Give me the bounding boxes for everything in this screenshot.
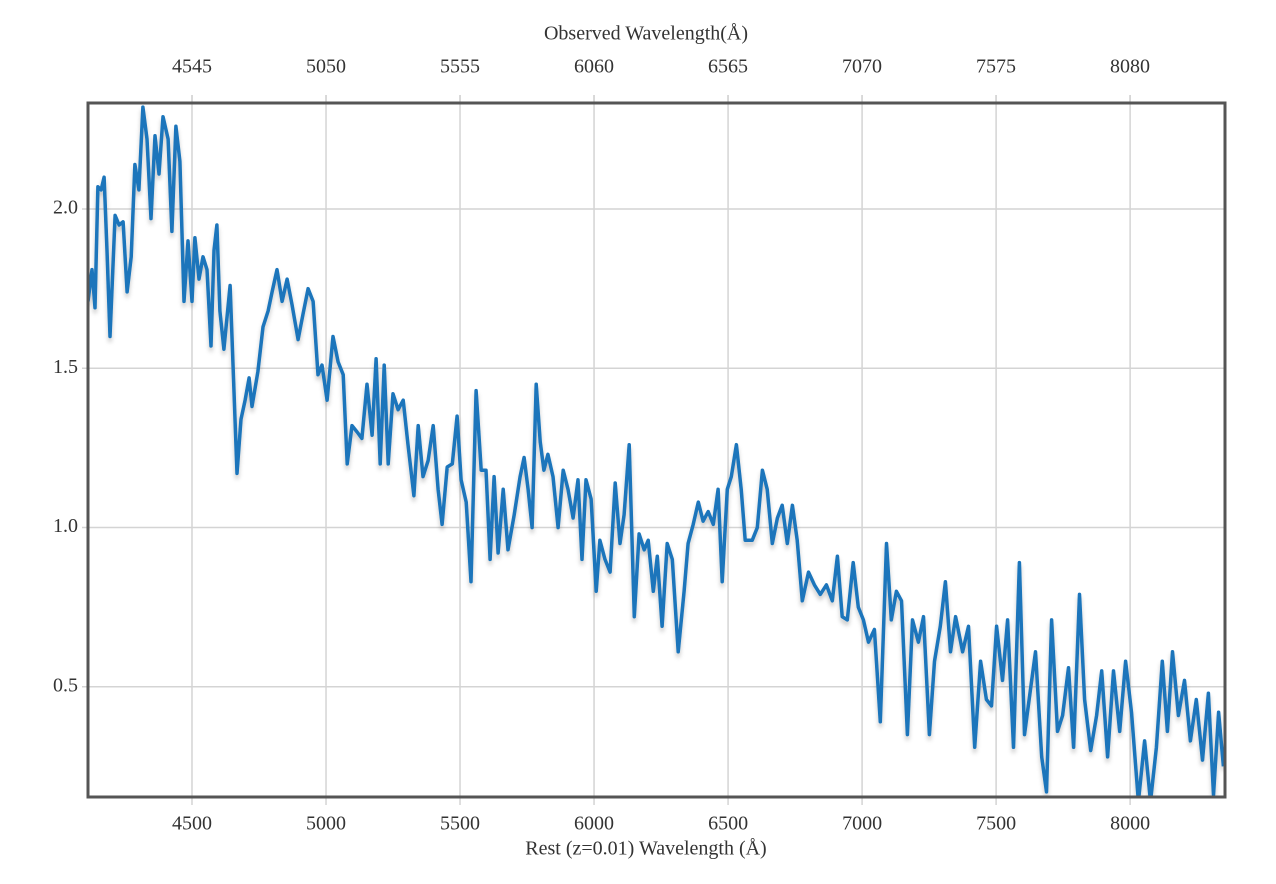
x2-axis-title: Observed Wavelength(Å) (544, 23, 748, 45)
x-tick-label: 7000 (842, 813, 882, 835)
labels: Observed Wavelength(Å) Rest (z=0.01) Wav… (53, 23, 1150, 860)
grid (82, 95, 1225, 805)
plot-frame (86, 101, 1227, 799)
x2-tick-label: 4545 (172, 56, 212, 78)
x-tick-label: 5000 (306, 813, 346, 835)
spectrum-line (88, 105, 1225, 797)
x-tick-label: 4500 (172, 813, 212, 835)
x-tick-label: 8000 (1110, 813, 1150, 835)
x2-tick-label: 7575 (976, 56, 1016, 78)
x2-tick-label: 6060 (574, 56, 614, 78)
x2-tick-label: 5555 (440, 56, 480, 78)
y-tick-label: 2.0 (53, 197, 78, 219)
y-tick-label: 1.5 (53, 356, 78, 378)
x-tick-label: 5500 (440, 813, 480, 835)
x-tick-label: 6000 (574, 813, 614, 835)
x2-tick-label: 6565 (708, 56, 748, 78)
x2-tick-label: 8080 (1110, 56, 1150, 78)
y-tick-label: 1.0 (53, 515, 78, 537)
x-axis-title: Rest (z=0.01) Wavelength (Å) (525, 838, 766, 860)
y-tick-label: 0.5 (53, 674, 78, 696)
x2-tick-label: 5050 (306, 56, 346, 78)
x-tick-label: 7500 (976, 813, 1016, 835)
x2-tick-label: 7070 (842, 56, 882, 78)
plot-area (88, 105, 1225, 797)
x-tick-label: 6500 (708, 813, 748, 835)
